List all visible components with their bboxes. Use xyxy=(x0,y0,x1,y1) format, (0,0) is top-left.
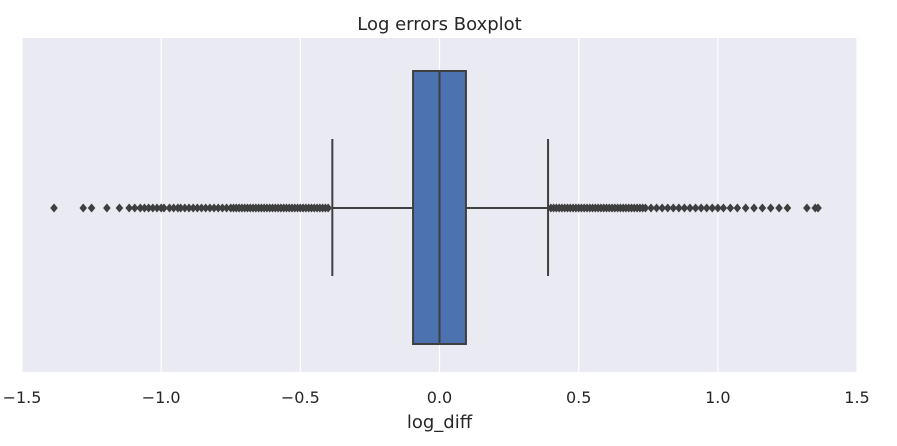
x-tick-labels: −1.5 −1.0 −0.5 0.0 0.5 1.0 1.5 xyxy=(3,388,870,407)
outlier-point xyxy=(726,203,735,213)
outlier-point xyxy=(87,203,96,213)
outlier-point xyxy=(741,203,750,213)
outlier-point xyxy=(125,203,133,213)
outlier-point xyxy=(766,203,775,213)
outlier-point xyxy=(719,203,728,213)
outlier-point xyxy=(702,203,711,213)
outlier-point xyxy=(647,203,655,213)
x-tick-label: 0.0 xyxy=(427,388,452,407)
x-tick-label: 0.5 xyxy=(566,388,591,407)
outlier-point xyxy=(783,203,792,213)
x-tick-label: −1.5 xyxy=(3,388,42,407)
outlier-point xyxy=(814,203,822,213)
outlier-point xyxy=(675,203,683,213)
outlier-point xyxy=(115,203,124,213)
outlier-point xyxy=(130,203,139,213)
outlier-point xyxy=(160,203,168,213)
outlier-point xyxy=(691,203,700,213)
outlier-point xyxy=(658,203,666,213)
x-tick-label: −1.0 xyxy=(142,388,181,407)
outlier-point xyxy=(79,203,88,213)
x-tick-label: 1.0 xyxy=(705,388,730,407)
outlier-point xyxy=(652,203,661,213)
outlier-point xyxy=(708,203,717,213)
outlier-point xyxy=(686,203,694,213)
outlier-point xyxy=(775,203,783,213)
outlier-point xyxy=(680,203,689,213)
outlier-point xyxy=(324,203,332,213)
outliers xyxy=(50,203,822,213)
outlier-point xyxy=(663,203,672,213)
x-axis-label: log_diff xyxy=(407,412,473,433)
outlier-point xyxy=(750,203,758,213)
outlier-point xyxy=(669,203,678,213)
outlier-point xyxy=(103,203,111,213)
outlier-point xyxy=(733,203,742,213)
x-tick-label: −0.5 xyxy=(281,388,320,407)
x-tick-label: 1.5 xyxy=(844,388,869,407)
box xyxy=(412,70,467,345)
outlier-point xyxy=(50,203,58,213)
chart-title: Log errors Boxplot xyxy=(357,14,522,35)
outlier-point xyxy=(803,203,811,213)
outlier-point xyxy=(758,203,767,213)
outlier-point xyxy=(641,203,650,213)
outlier-point xyxy=(697,203,705,213)
outlier-point xyxy=(714,203,722,213)
